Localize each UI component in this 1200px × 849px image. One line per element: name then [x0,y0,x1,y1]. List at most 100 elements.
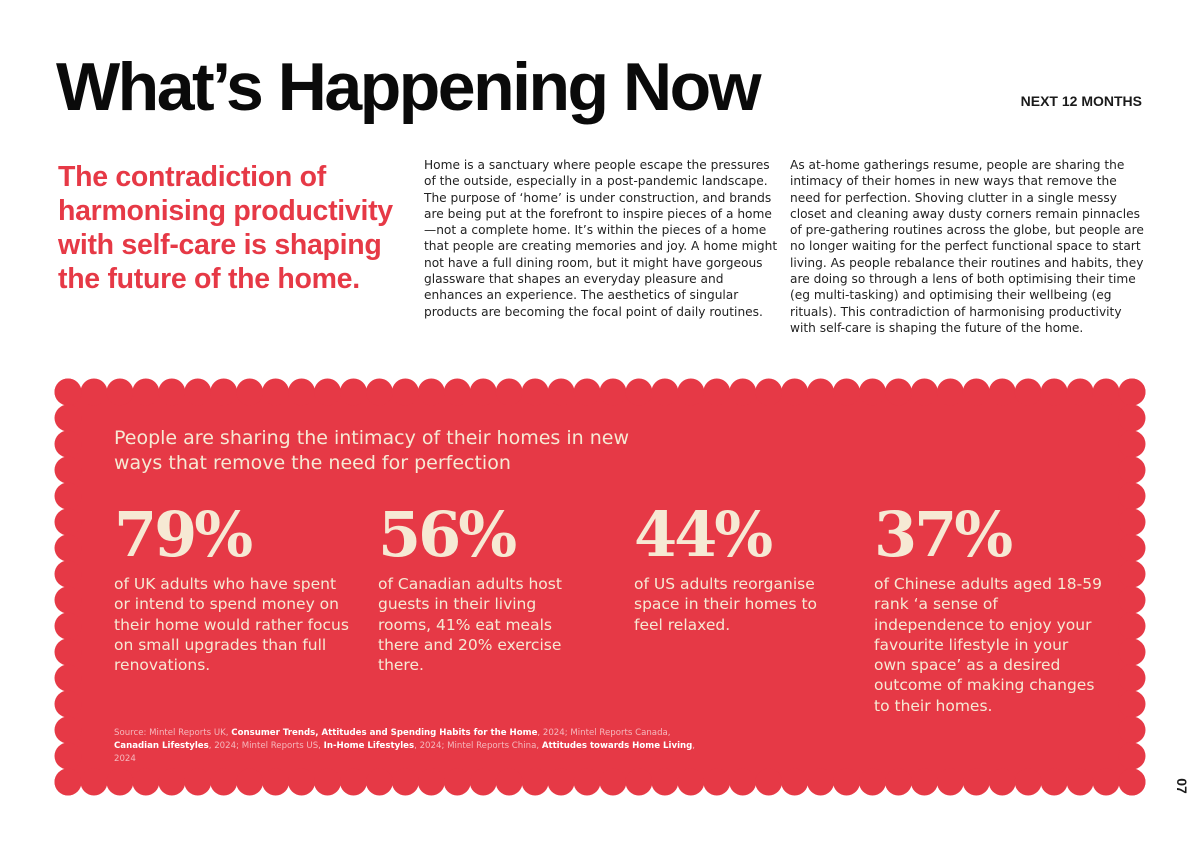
scallop [54,638,82,666]
stat-uk: 79% of UK adults who have spent or intend… [114,500,354,675]
source-text: , 2024; Mintel Reports China, [414,741,542,751]
scallop [54,430,82,458]
scallop [936,378,964,406]
body-column-1: Home is a sanctuary where people escape … [424,158,778,319]
scallop [833,378,861,406]
scallop [858,768,886,796]
scallop [910,378,938,406]
scallop [288,378,316,406]
stat-value: 37% [874,498,1013,571]
timeframe-label: NEXT 12 MONTHS [1020,93,1142,109]
scallop [54,404,82,432]
source-text: Source: Mintel Reports UK, [114,728,232,738]
scallop [755,378,783,406]
scallop [54,690,82,718]
scallop [521,768,549,796]
scallop [184,378,212,406]
scallop [158,378,186,406]
scallop [573,768,601,796]
stat-china: 37% of Chinese adults aged 18-59 rank ‘a … [874,500,1104,716]
scallop [1092,768,1120,796]
scallop [54,664,82,692]
scallop [391,768,419,796]
scallop [755,768,783,796]
scallop [1118,612,1146,640]
scallop [547,378,575,406]
scallop [1118,664,1146,692]
scallop [703,378,731,406]
source-title: Attitudes towards Home Living [541,741,693,751]
scallop [1118,378,1146,406]
stat-text: of Chinese adults aged 18-59 rank ‘a sen… [874,575,1102,715]
scallop [833,768,861,796]
scallop [54,612,82,640]
panel-body [68,392,1132,782]
panel-title: People are sharing the intimacy of their… [114,427,629,474]
scallop [1118,508,1146,536]
scallop [236,378,264,406]
stat-text: of Canadian adults host guests in their … [378,575,562,675]
scallop [417,768,445,796]
scallop [262,378,290,406]
stat-us: 44% of US adults reorganise space in thei… [634,500,834,635]
scallop [858,378,886,406]
scallop [988,768,1016,796]
scallop [54,560,82,588]
scallop [1118,768,1146,796]
source-text: , 2024 [114,741,696,764]
scallop [54,586,82,614]
scallop [495,768,523,796]
scallop [54,534,82,562]
source-note: Source: Mintel Reports UK, Consumer Tren… [114,727,714,766]
stat-text: of US adults reorganise space in their h… [634,575,818,634]
scallop [132,768,160,796]
scallop [1092,378,1120,406]
scallop [54,508,82,536]
scallop [1066,378,1094,406]
scallop [884,378,912,406]
scallop [106,378,134,406]
scallop [1118,534,1146,562]
scallop [495,378,523,406]
scallop [651,378,679,406]
stat-value: 44% [634,498,773,571]
scallop [236,768,264,796]
scallop [80,768,108,796]
scallop [1118,456,1146,484]
scallop [573,378,601,406]
scallop [314,378,342,406]
scallop [729,378,757,406]
scallop [210,378,238,406]
scallop [1118,716,1146,744]
scallop [1040,768,1068,796]
scallop [132,378,160,406]
scallop [1118,560,1146,588]
page-title: What’s Happening Now [56,49,762,125]
source-title: Canadian Lifestyles [114,741,209,751]
scallop [1118,690,1146,718]
scallop [729,768,757,796]
scallop [521,378,549,406]
scallop [910,768,938,796]
scallop [443,378,471,406]
scallop [936,768,964,796]
stat-value: 56% [378,498,517,571]
scallop [625,378,653,406]
scallop [54,716,82,744]
scallop [807,378,835,406]
scallop [443,768,471,796]
scallop [391,378,419,406]
scallop [158,768,186,796]
scallop [547,768,575,796]
source-text: , 2024; Mintel Reports Canada, [537,728,671,738]
scallop [339,768,367,796]
source-title: In-Home Lifestyles [323,741,415,751]
scallop [365,378,393,406]
scallop [54,482,82,510]
scallop [1118,586,1146,614]
scallop [106,768,134,796]
scallop [651,768,679,796]
source-text: , 2024; Mintel Reports US, [208,741,324,751]
scallop [1118,742,1146,770]
